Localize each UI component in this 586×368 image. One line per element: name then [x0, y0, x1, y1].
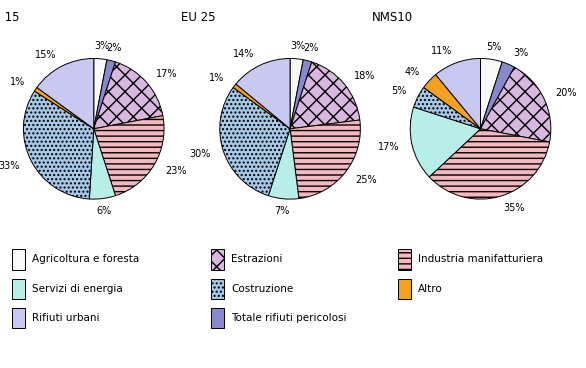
- Wedge shape: [94, 116, 164, 196]
- Text: Agricoltura e foresta: Agricoltura e foresta: [32, 254, 139, 265]
- Wedge shape: [233, 84, 290, 129]
- Text: 17%: 17%: [378, 142, 400, 152]
- Text: 4%: 4%: [405, 67, 420, 77]
- Text: Servizi di energia: Servizi di energia: [32, 284, 122, 294]
- Wedge shape: [481, 67, 551, 142]
- Wedge shape: [290, 120, 360, 199]
- Wedge shape: [220, 88, 290, 196]
- Wedge shape: [410, 107, 481, 177]
- Wedge shape: [481, 59, 502, 129]
- Wedge shape: [35, 88, 94, 129]
- Text: 3%: 3%: [94, 41, 109, 51]
- Wedge shape: [89, 129, 115, 199]
- Wedge shape: [236, 59, 290, 129]
- Wedge shape: [290, 59, 303, 129]
- Text: Costruzione: Costruzione: [231, 284, 293, 294]
- Text: 35%: 35%: [504, 204, 525, 213]
- Wedge shape: [481, 62, 515, 129]
- Text: Industria manifatturiera: Industria manifatturiera: [418, 254, 544, 265]
- Text: 1%: 1%: [209, 73, 224, 83]
- Wedge shape: [430, 129, 550, 199]
- Wedge shape: [414, 88, 481, 129]
- Wedge shape: [37, 59, 94, 129]
- Text: 20%: 20%: [556, 88, 577, 99]
- Text: 7%: 7%: [275, 206, 290, 216]
- Text: Altro: Altro: [418, 284, 443, 294]
- Text: 3%: 3%: [290, 41, 305, 51]
- Wedge shape: [268, 129, 299, 199]
- Wedge shape: [290, 62, 360, 129]
- Wedge shape: [424, 75, 481, 129]
- Text: EU 15: EU 15: [0, 11, 19, 24]
- Wedge shape: [436, 59, 481, 129]
- Wedge shape: [94, 62, 163, 129]
- Text: 5%: 5%: [486, 42, 501, 52]
- Text: 33%: 33%: [0, 162, 20, 171]
- Text: NMS10: NMS10: [372, 11, 413, 24]
- Text: 25%: 25%: [356, 175, 377, 185]
- Text: 2%: 2%: [303, 43, 318, 53]
- Text: 17%: 17%: [156, 69, 178, 79]
- Wedge shape: [290, 60, 312, 129]
- Text: 5%: 5%: [391, 86, 407, 96]
- Text: 14%: 14%: [233, 49, 255, 59]
- Text: 23%: 23%: [165, 166, 187, 176]
- Text: EU 25: EU 25: [181, 11, 216, 24]
- Text: 6%: 6%: [97, 206, 112, 216]
- Text: 15%: 15%: [35, 50, 56, 60]
- Text: 18%: 18%: [354, 71, 376, 81]
- Text: Estrazioni: Estrazioni: [231, 254, 282, 265]
- Wedge shape: [94, 59, 107, 129]
- Text: 1%: 1%: [10, 77, 25, 87]
- Text: Totale rifiuti pericolosi: Totale rifiuti pericolosi: [231, 313, 346, 323]
- Text: 30%: 30%: [190, 149, 211, 159]
- Wedge shape: [94, 60, 115, 129]
- Text: 2%: 2%: [107, 43, 122, 53]
- Text: 3%: 3%: [513, 47, 529, 58]
- Wedge shape: [23, 91, 94, 199]
- Text: Rifiuti urbani: Rifiuti urbani: [32, 313, 99, 323]
- Text: 11%: 11%: [431, 46, 452, 56]
